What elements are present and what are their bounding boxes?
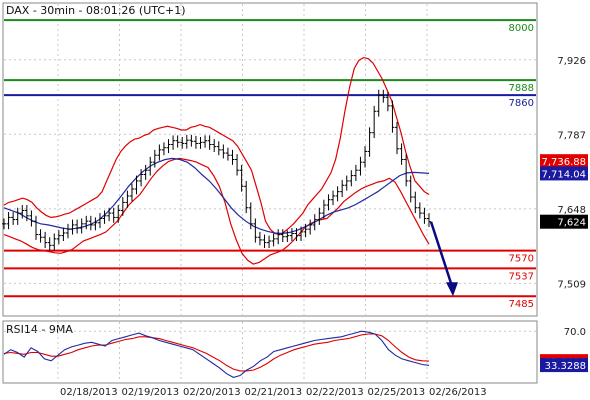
price-panel-frame	[2, 2, 538, 317]
level-label: 7537	[509, 271, 534, 282]
chart-title: DAX - 30min - 08:01:26 (UTC+1)	[6, 4, 186, 17]
price-tag-label: 7,624	[557, 218, 586, 229]
forecast-arrow-layer	[429, 221, 458, 297]
x-tick-label: 02/21/2013	[245, 387, 303, 398]
y-tick-label: 7,648	[557, 205, 586, 216]
x-tick-label: 02/18/2013	[60, 387, 118, 398]
y-tick-label: 7,509	[557, 279, 586, 290]
y-tick-label: 7,926	[557, 56, 586, 67]
price-tag-box	[540, 166, 588, 181]
rsi-panel-frame	[2, 320, 538, 384]
bollinger-lower-line	[3, 157, 430, 265]
level-label: 7860	[509, 98, 534, 109]
x-tick-label: 02/19/2013	[122, 387, 180, 398]
price-tags: 7,736.887,714.047,62437.581933.3288	[540, 154, 588, 373]
forecast-arrow	[429, 221, 454, 287]
rsi-title: RSI14 - 9MA	[6, 323, 73, 336]
price-tag-box	[540, 214, 588, 229]
x-tick-label: 02/22/2013	[306, 387, 364, 398]
x-tick-label: 02/26/2013	[429, 387, 487, 398]
moving-average-layer	[3, 157, 430, 235]
candles	[2, 89, 431, 251]
price-tag-label: 7,714.04	[541, 169, 586, 180]
price-tag-box	[540, 154, 588, 169]
rsi-line	[3, 330, 430, 378]
grid-lines	[4, 4, 536, 382]
rsi-tag-box	[540, 358, 588, 373]
level-label: 7888	[509, 83, 534, 94]
rsi-y-tick-label: 70.0	[564, 327, 586, 338]
x-tick-label: 02/25/2013	[368, 387, 426, 398]
moving-average-line	[3, 157, 430, 235]
axis-labels: 7,926 7,787 7,648 7,509 02/18/2013 02/19/2013…	[60, 56, 586, 398]
rsi-ma-line	[3, 333, 430, 372]
bollinger-upper-line	[3, 56, 430, 236]
level-label: 7570	[509, 254, 534, 265]
x-tick-label: 02/20/2013	[183, 387, 241, 398]
y-tick-label: 7,787	[557, 130, 586, 141]
level-label: 8000	[509, 23, 534, 34]
price-tag-label: 7,736.88	[541, 157, 586, 168]
level-label: 7485	[509, 299, 534, 310]
rsi-series	[3, 330, 536, 378]
bollinger-bands	[3, 56, 430, 265]
rsi-tag-label: 33.3288	[545, 361, 586, 372]
forecast-arrow-head	[446, 282, 458, 297]
level-lines: 8000 7888 7860 7570 7537 7485	[4, 19, 536, 310]
